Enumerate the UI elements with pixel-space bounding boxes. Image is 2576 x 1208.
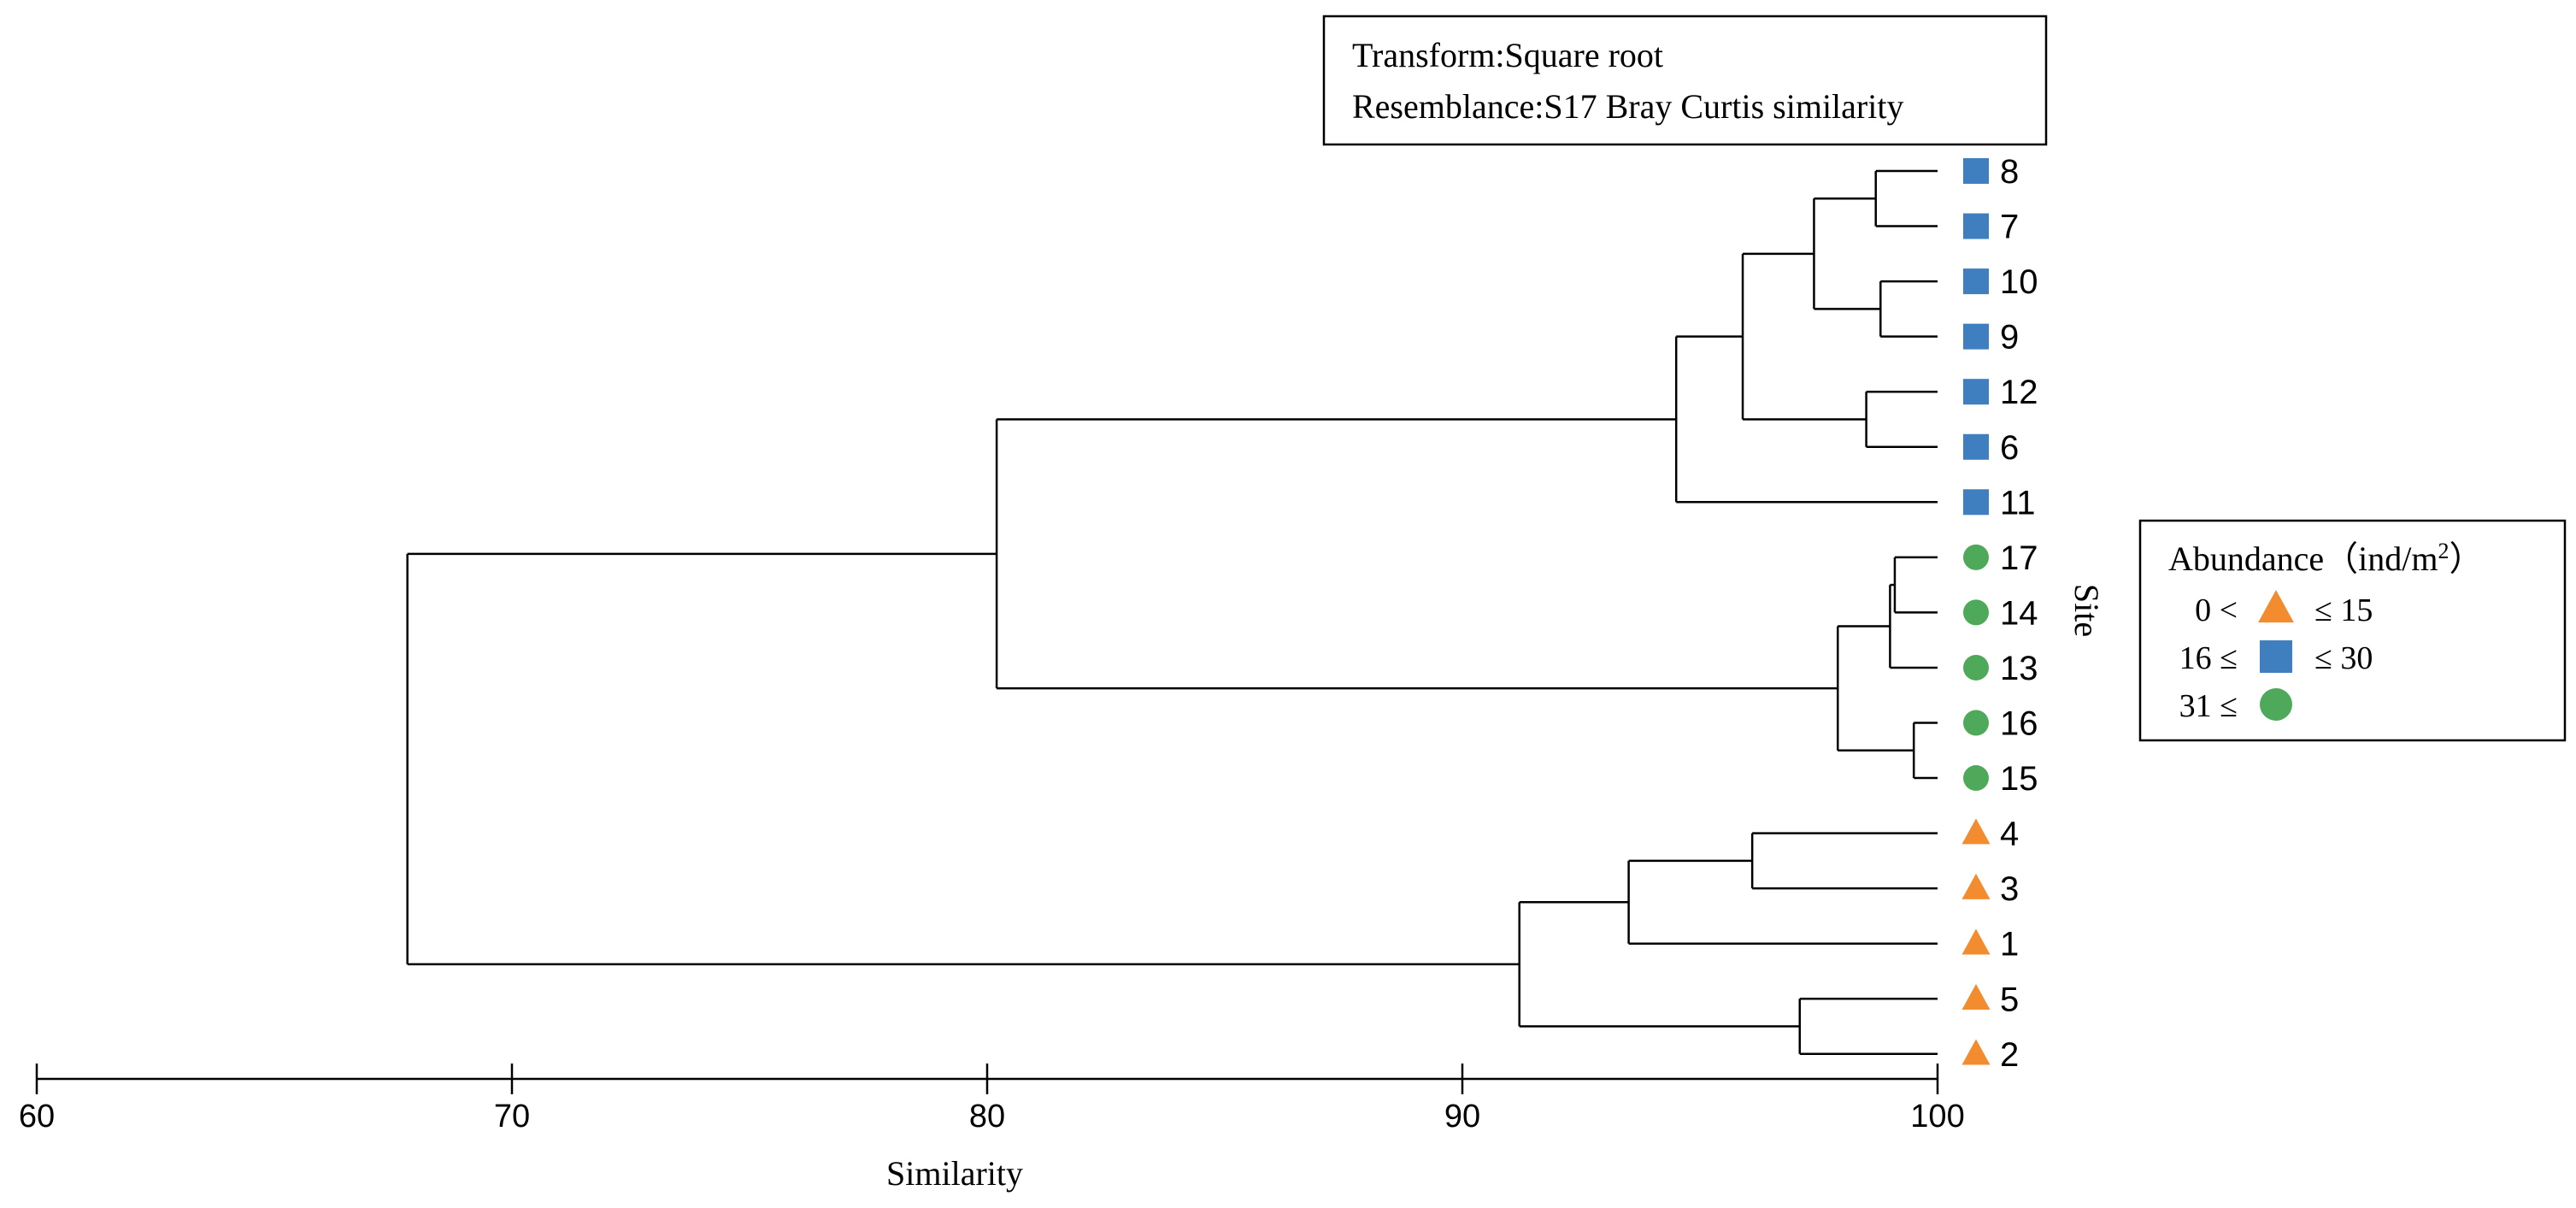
leaf-label-13: 13 xyxy=(2000,650,2038,687)
x-tick-label-80: 80 xyxy=(969,1099,1005,1134)
leaf-marker-6 xyxy=(1963,433,1989,460)
leaf-marker-13 xyxy=(1963,654,1989,681)
leaf-marker-16 xyxy=(1963,710,1989,736)
legend-title-main: Abundance（ind/m xyxy=(2168,539,2438,578)
dendrogram-branches xyxy=(406,169,1938,1056)
leaf-marker-7 xyxy=(1963,213,1989,239)
leaf-marker-10 xyxy=(1963,268,1989,295)
leaf-label-8: 8 xyxy=(2000,153,2019,191)
leaf-label-6: 6 xyxy=(2000,429,2019,467)
x-tick-label-90: 90 xyxy=(1444,1099,1480,1134)
leaf-marker-9 xyxy=(1963,323,1989,350)
leaf-marker-3 xyxy=(1961,873,1991,899)
legend-marker-square xyxy=(2260,640,2292,673)
leaf-marker-12 xyxy=(1963,379,1989,405)
legend-title: Abundance（ind/m2） xyxy=(2168,539,2484,578)
leaf-label-2: 2 xyxy=(2000,1036,2019,1074)
x-tick-label-100: 100 xyxy=(1910,1099,1964,1134)
leaf-label-11: 11 xyxy=(2000,484,2036,522)
legend-suffix-square: ≤ 30 xyxy=(2314,640,2373,676)
leaf-label-17: 17 xyxy=(2000,539,2038,577)
legend-frame xyxy=(2138,519,2567,742)
leaf-marker-8 xyxy=(1963,158,1989,184)
x-axis: 60 70 80 90 100 xyxy=(19,1064,1965,1134)
leaf-label-5: 5 xyxy=(2000,981,2019,1018)
leaf-marker-17 xyxy=(1963,544,1989,570)
x-tick-label-70: 70 xyxy=(494,1099,530,1134)
leaf-label-12: 12 xyxy=(2000,374,2038,411)
leaf-label-7: 7 xyxy=(2000,209,2019,246)
leaf-marker-4 xyxy=(1961,818,1991,845)
legend-title-close: ） xyxy=(2450,539,2484,578)
x-tick-label-60: 60 xyxy=(19,1099,55,1134)
legend-prefix-square: 16 ≤ xyxy=(2179,640,2238,676)
leaf-marker-1 xyxy=(1961,928,1991,955)
legend-marker-triangle xyxy=(2258,590,2294,623)
leaf-marker-5 xyxy=(1961,984,1991,1010)
leaf-label-14: 14 xyxy=(2000,594,2038,632)
legend-marker-circle xyxy=(2260,688,2292,721)
legend-suffix-triangle: ≤ 15 xyxy=(2314,592,2373,628)
y-axis-label: Site xyxy=(2067,584,2106,637)
leaf-marker-2 xyxy=(1961,1039,1991,1065)
resemblance-text: Resemblance:S17 Bray Curtis similarity xyxy=(1352,87,1903,126)
leaf-marker-15 xyxy=(1963,765,1989,792)
leaf-label-15: 15 xyxy=(2000,760,2038,798)
info-box-frame xyxy=(1322,15,2048,146)
legend-prefix-circle: 31 ≤ xyxy=(2179,688,2238,724)
legend: Abundance（ind/m2） 0 < ≤ 15 16 ≤ ≤ 30 31 ≤ xyxy=(2138,519,2567,742)
legend-entries: 0 < ≤ 15 16 ≤ ≤ 30 31 ≤ xyxy=(2179,590,2373,724)
leaf-marker-14 xyxy=(1963,599,1989,626)
legend-title-sup: 2 xyxy=(2438,539,2450,563)
transform-text: Transform:Square root xyxy=(1352,36,1663,74)
leaf-label-16: 16 xyxy=(2000,705,2038,743)
leaf-label-10: 10 xyxy=(2000,263,2038,301)
legend-prefix-triangle: 0 < xyxy=(2195,592,2238,628)
leaf-label-9: 9 xyxy=(2000,319,2019,357)
info-box: Transform:Square root Resemblance:S17 Br… xyxy=(1322,15,2048,146)
leaf-label-1: 1 xyxy=(2000,926,2019,963)
leaf-label-3: 3 xyxy=(2000,870,2019,908)
leaf-label-4: 4 xyxy=(2000,816,2019,853)
x-axis-label: Similarity xyxy=(886,1154,1023,1193)
leaf-marker-11 xyxy=(1963,489,1989,516)
